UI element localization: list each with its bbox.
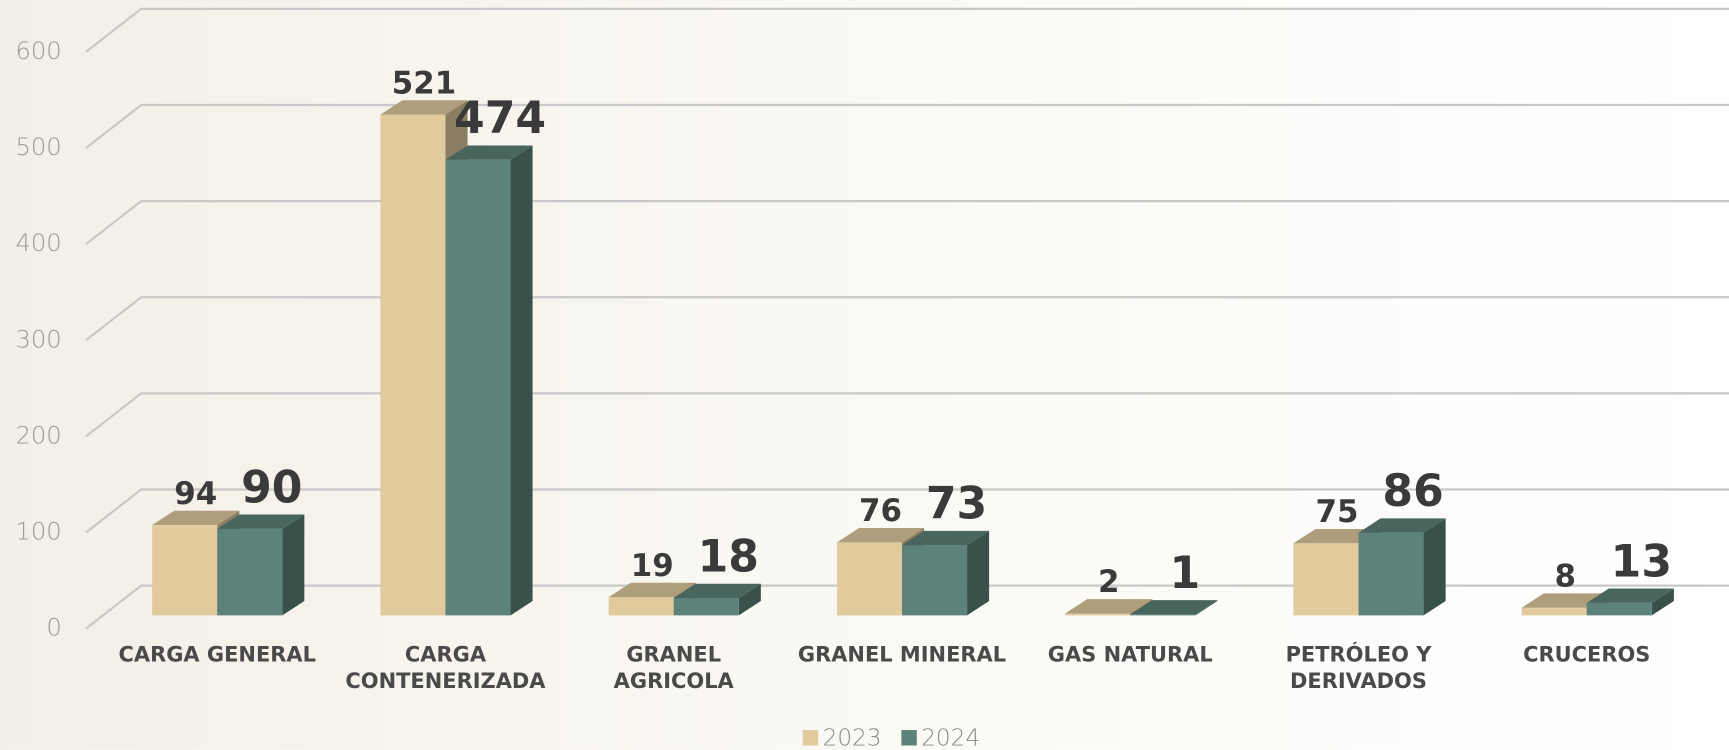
x-tick-label-box: GRANEL AGRICOLA [613,642,734,694]
bar [1521,607,1587,616]
bar-top [1358,518,1446,533]
x-tick-label: GRANEL MINERAL [797,642,1007,668]
bar [152,525,218,616]
value-label: 75 [1316,494,1359,530]
grid-line [85,488,1729,534]
value-label: 18 [698,531,759,582]
bar-top [608,582,696,598]
value-label: 521 [392,65,456,101]
bar-side [1195,600,1218,616]
bar-top [152,510,240,526]
bar-top [836,528,925,543]
bar-side [1423,518,1446,616]
x-tick-label-box: CARGA GENERAL [118,642,316,668]
bar-top [1586,588,1674,603]
x-tick-label: PETRÓLEO Y DERIVADOS [1285,642,1432,694]
bar-top [445,145,533,160]
y-tick-label: 600 [15,36,61,65]
legend-swatch [901,730,917,746]
x-tick-label-box: CRUCEROS [1523,642,1651,668]
grid-line [85,7,1729,53]
grid-line [85,584,1729,630]
bar-top [901,530,990,546]
bar-side [510,145,533,616]
grid-line [85,200,1729,246]
value-label: 76 [859,493,902,529]
grid-line [85,103,1729,149]
value-label: 86 [1382,466,1443,517]
x-tick-label-box: CARGA CONTENERIZADA [345,642,546,694]
legend-swatch [802,730,819,746]
x-tick-label: GAS NATURAL [1047,642,1213,668]
y-tick-label: 500 [15,132,61,161]
bar-top [1065,599,1153,614]
bar-side [967,530,990,616]
x-tick-label-box: GRANEL MINERAL [797,642,1007,668]
bar-side [1651,588,1674,616]
legend-label: 2023 [823,725,882,750]
y-tick-label: 400 [15,228,61,257]
value-label: 1 [1169,548,1200,599]
bar [217,528,283,616]
bar [673,598,739,616]
value-label: 90 [241,462,302,513]
grid-line [85,392,1729,438]
bar-top [673,583,761,599]
bar-top [380,100,468,115]
bar [1293,543,1359,616]
bar [1065,613,1131,616]
bar-side [282,514,305,616]
bar [1130,614,1196,616]
bar [445,159,511,616]
value-label: 8 [1555,558,1576,594]
x-tick-label: CARGA GENERAL [118,642,316,668]
bar-top [1130,600,1218,615]
x-tick-label: GRANEL AGRICOLA [613,642,734,694]
value-label: 474 [454,93,546,144]
bar [380,114,446,616]
bar [608,597,674,616]
bar [1586,602,1652,616]
bar [901,545,968,616]
x-tick-label: CRUCEROS [1523,642,1651,668]
value-label: 13 [1611,536,1672,587]
y-tick-label: 300 [15,324,61,353]
grid-line [85,296,1729,342]
value-label: 73 [926,479,987,530]
value-label: 94 [174,476,217,512]
y-tick-label: 200 [15,420,61,449]
value-label: 19 [631,548,674,584]
value-label: 2 [1098,564,1119,600]
x-tick-label-box: GAS NATURAL [1047,642,1213,668]
bar-side [738,583,761,616]
legend-label: 2024 [921,725,980,750]
y-tick-label: 0 [46,613,61,642]
x-tick-label: CARGA CONTENERIZADA [345,642,546,694]
bar [1358,532,1424,616]
bar [836,542,902,616]
y-tick-label: 100 [15,516,61,545]
bar-top [217,514,305,529]
x-tick-label-box: PETRÓLEO Y DERIVADOS [1285,642,1432,694]
